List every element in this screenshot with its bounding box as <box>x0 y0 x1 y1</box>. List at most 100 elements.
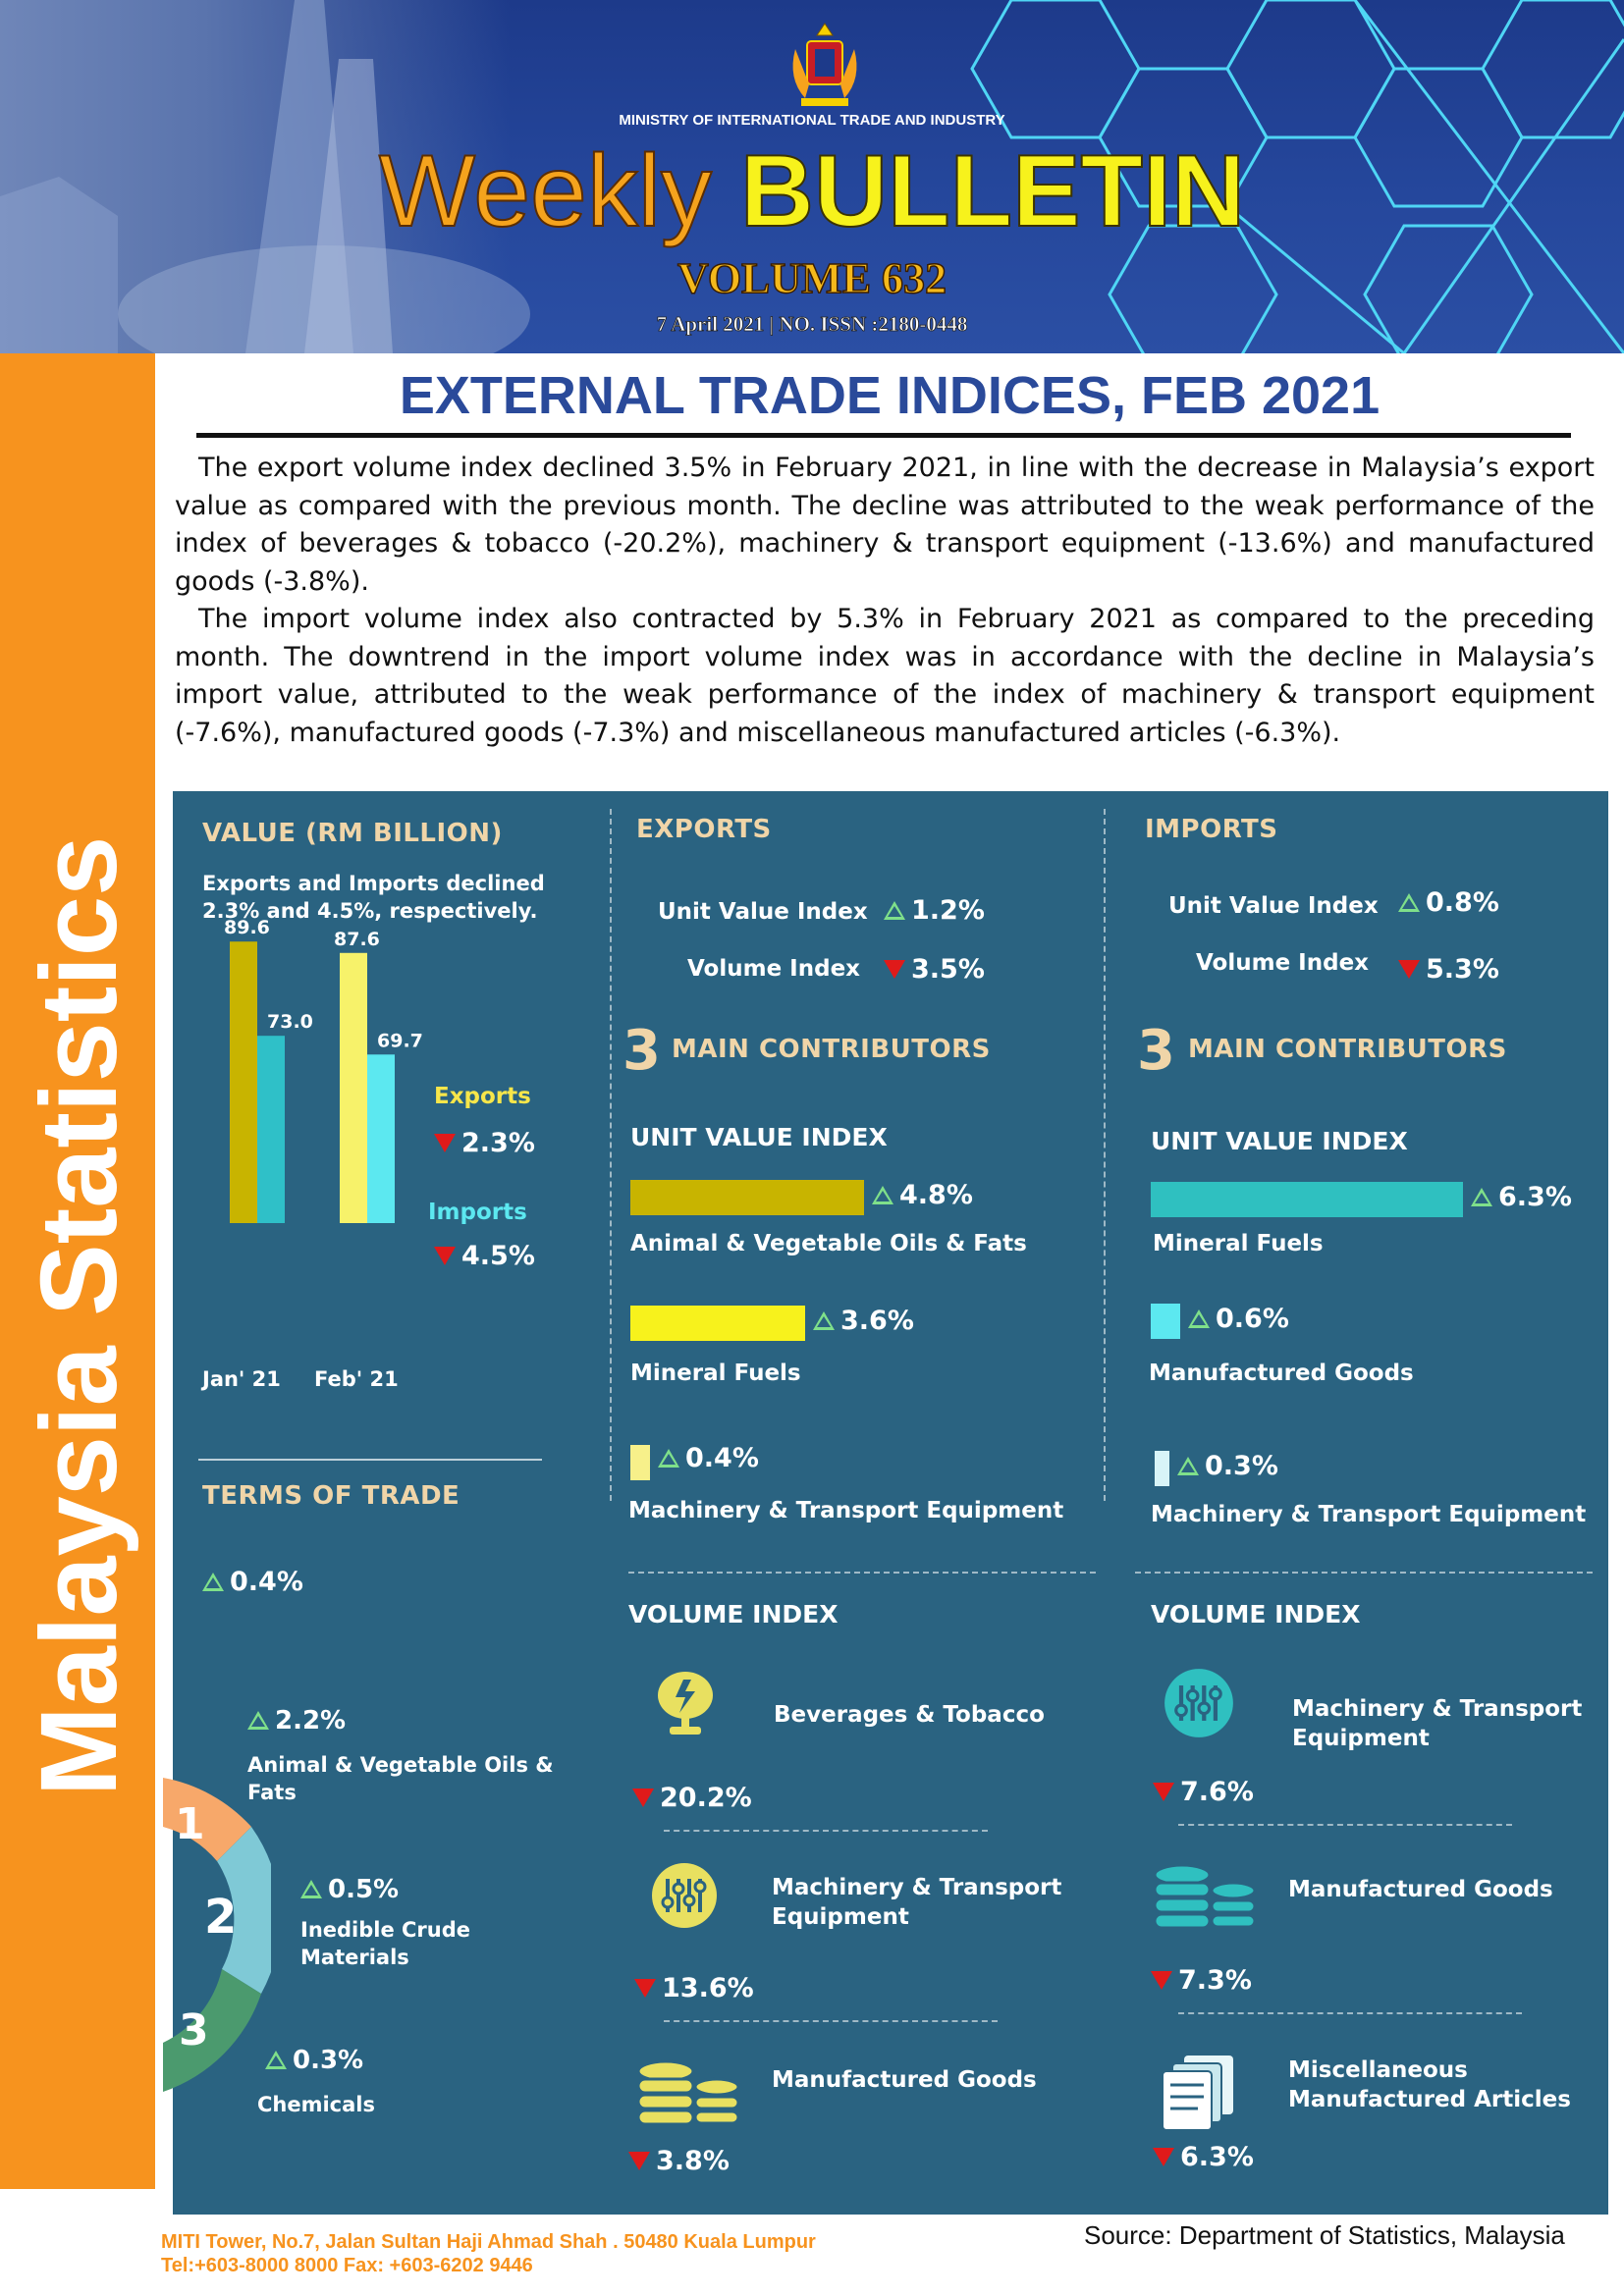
ring-segment-1 <box>163 1778 251 1861</box>
import-bar-feb21 <box>367 1054 395 1223</box>
up-arrow-icon <box>872 1186 893 1204</box>
title-rule <box>196 433 1571 438</box>
exports-vol-title: VOLUME INDEX <box>628 1600 839 1629</box>
imports-uvi-name-3: Machinery & Transport Equipment <box>1151 1502 1587 1527</box>
imports-uvi-change-2: 0.6% <box>1188 1304 1289 1334</box>
down-arrow-icon <box>1153 2148 1174 2166</box>
exports-uvi-bar-1 <box>630 1180 864 1215</box>
up-arrow-icon <box>1177 1457 1199 1475</box>
documents-icon <box>1162 2056 1233 2131</box>
exports-vol-divider-2 <box>664 2020 998 2022</box>
exports-uvi-change-1: 4.8% <box>872 1180 973 1210</box>
up-arrow-icon <box>813 1311 835 1330</box>
terms-of-trade-title: TERMS OF TRADE <box>202 1481 460 1511</box>
up-arrow-icon <box>247 1711 269 1730</box>
imports-uvi-bar-1 <box>1151 1182 1463 1217</box>
up-arrow-icon <box>265 2051 287 2069</box>
infographic-panel: VALUE (RM BILLION) Exports and Imports d… <box>163 791 1608 2215</box>
imports-vol-change-1: 7.6% <box>1153 1777 1254 1807</box>
imports-unit-value-label: Unit Value Index <box>1168 893 1379 919</box>
footer-phone: Tel:+603-8000 8000 Fax: +603-6202 9446 <box>161 2255 533 2276</box>
imports-contrib-title: MAIN CONTRIBUTORS <box>1188 1035 1507 1064</box>
exports-uvi-bar-2 <box>630 1306 805 1341</box>
down-arrow-icon <box>434 1247 456 1265</box>
header-banner: MINISTRY OF INTERNATIONAL TRADE AND INDU… <box>0 0 1624 353</box>
import-bar-jan21 <box>257 1036 285 1223</box>
imports-unit-value-change: 0.8% <box>1398 887 1499 918</box>
title-weekly: Weekly <box>378 133 713 249</box>
imports-vol-title: VOLUME INDEX <box>1151 1600 1361 1629</box>
imports-uvi-name-2: Manufactured Goods <box>1149 1361 1414 1386</box>
down-arrow-icon <box>634 1979 656 1998</box>
exports-volume-change: 3.5% <box>884 954 985 985</box>
up-arrow-icon <box>1188 1309 1210 1328</box>
exports-vol-change-1: 20.2% <box>632 1783 752 1813</box>
exports-uvi-name-3: Machinery & Transport Equipment <box>628 1498 1064 1523</box>
imports-contrib-number: 3 <box>1137 1019 1175 1083</box>
tot-item-1-name-line1: Animal & Vegetable Oils & <box>247 1753 554 1777</box>
imports-vol-name-1-line2: Equipment <box>1292 1726 1430 1751</box>
x-tick-feb: Feb' 21 <box>314 1367 399 1391</box>
tot-item-1-name-line2: Fats <box>247 1781 297 1804</box>
export-bar-jan21 <box>230 941 257 1223</box>
exports-uvi-change-3: 0.4% <box>658 1443 759 1473</box>
tot-item-2-change: 0.5% <box>300 1875 399 1904</box>
imports-value-change: 4.5% <box>434 1241 535 1271</box>
title-bulletin: BULLETIN <box>739 133 1246 249</box>
ring-segment-3 <box>163 1969 261 2092</box>
imports-uvi-change-3: 0.3% <box>1177 1451 1278 1481</box>
export-value-label: 87.6 <box>334 929 380 950</box>
exports-volume-label: Volume Index <box>687 956 861 982</box>
x-tick-jan: Jan' 21 <box>202 1367 281 1391</box>
ranking-ring: 1 2 3 <box>163 1778 271 2092</box>
tot-item-3-name-line1: Chemicals <box>257 2093 376 2116</box>
value-title: VALUE (RM BILLION) <box>202 819 503 848</box>
footer-address: MITI Tower, No.7, Jalan Sultan Haji Ahma… <box>161 2231 816 2253</box>
column-divider-1 <box>610 809 612 1501</box>
sliders-icon <box>1164 1669 1233 1737</box>
export-value-label: 89.6 <box>224 917 270 938</box>
page-title: EXTERNAL TRADE INDICES, FEB 2021 <box>399 366 1380 425</box>
exports-vol-name-2-line2: Equipment <box>772 1904 909 1930</box>
imports-uvi-bar-2 <box>1151 1304 1180 1339</box>
rank-2: 2 <box>204 1890 237 1945</box>
imports-vol-change-2: 7.3% <box>1151 1965 1252 1996</box>
paragraph-imports: The import volume index also contracted … <box>175 604 1595 748</box>
exports-vol-name-2-line1: Machinery & Transport <box>772 1875 1062 1900</box>
imports-legend-label: Imports <box>428 1200 527 1225</box>
summary-text: The export volume index declined 3.5% in… <box>175 450 1595 752</box>
imports-volume-label: Volume Index <box>1196 950 1370 976</box>
down-arrow-icon <box>632 1789 654 1807</box>
exports-legend-label: Exports <box>434 1084 531 1109</box>
down-arrow-icon <box>1153 1783 1174 1801</box>
exports-title: EXPORTS <box>636 815 772 844</box>
down-arrow-icon <box>434 1134 456 1152</box>
import-value-label: 69.7 <box>377 1030 423 1051</box>
imports-vol-name-2: Manufactured Goods <box>1288 1877 1553 1902</box>
hexagon-pattern <box>970 0 1624 353</box>
coin-stack-icon <box>636 2059 740 2126</box>
value-note-line1: Exports and Imports declined <box>202 872 545 895</box>
down-arrow-icon <box>1398 960 1420 979</box>
imports-uvi-change-1: 6.3% <box>1471 1182 1572 1212</box>
down-arrow-icon <box>1151 1971 1172 1990</box>
rank-1: 1 <box>175 1799 205 1849</box>
imports-title: IMPORTS <box>1145 815 1278 844</box>
ring-segment-2 <box>217 1827 271 1994</box>
malaysia-coat-of-arms-icon <box>792 23 857 106</box>
down-arrow-icon <box>884 960 905 979</box>
source-note: Source: Department of Statistics, Malays… <box>1084 2220 1565 2250</box>
value-bar-chart: 89.6 73.0 87.6 69.7 <box>224 917 423 1223</box>
exports-uvi-bar-3 <box>630 1445 650 1480</box>
column-divider-2 <box>1104 809 1106 1501</box>
imports-vol-divider-2 <box>1178 2012 1522 2014</box>
exports-uvi-title: UNIT VALUE INDEX <box>630 1123 888 1151</box>
issue-date-issn: 7 April 2021 | NO. ISSN :2180-0448 <box>656 312 968 337</box>
terms-of-trade-overall: 0.4% <box>202 1567 303 1597</box>
imports-uvi-name-1: Mineral Fuels <box>1153 1231 1324 1256</box>
value-section-divider <box>198 1459 542 1461</box>
exports-unit-value-label: Unit Value Index <box>658 899 868 925</box>
exports-uvi-change-2: 3.6% <box>813 1306 914 1336</box>
rank-3: 3 <box>179 2005 209 2056</box>
exports-vol-name-3: Manufactured Goods <box>772 2067 1037 2093</box>
